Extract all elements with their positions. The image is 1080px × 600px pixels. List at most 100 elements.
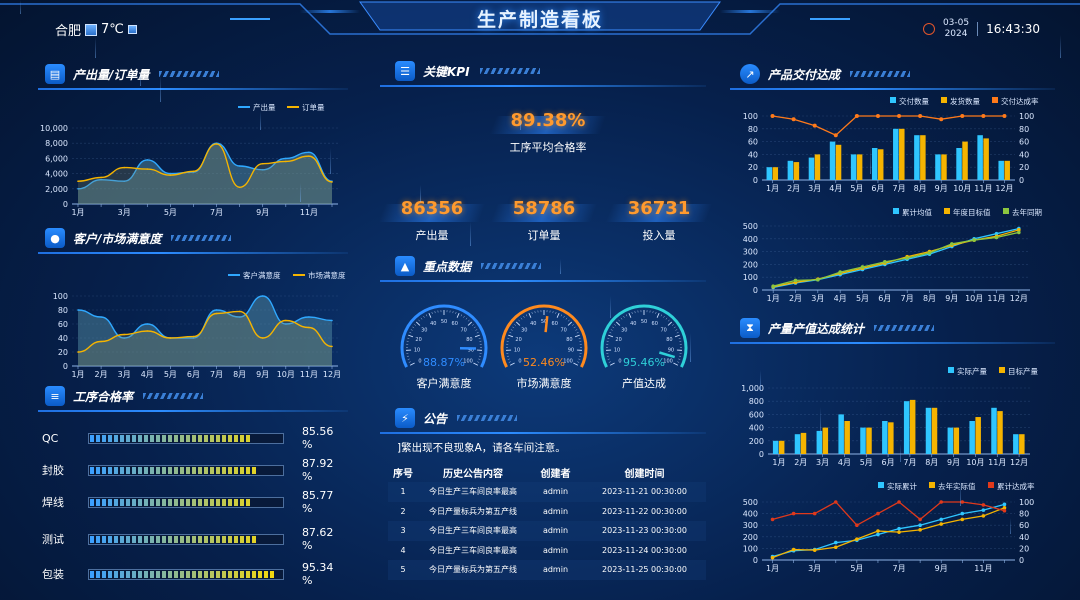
pass-rate-segment [264,499,268,506]
data-point [812,511,817,516]
pass-rate-segment [161,434,166,442]
x-tick-label: 6月 [878,294,891,303]
legend-swatch [893,208,899,214]
data-point [770,555,775,560]
y-tick-label: 100 [743,273,758,282]
y2-tick-label: 40 [1019,150,1029,159]
gauge-tick [473,362,479,366]
y-tick-label: 0 [759,450,764,459]
gauge-tick [475,329,478,331]
pass-rate-segment [263,570,268,578]
rain-streak [560,259,561,274]
y2-tick-label: 20 [1019,544,1029,553]
gauge-tick-label: 40 [630,321,636,327]
data-point [918,114,923,118]
pass-rate-segment [173,535,178,543]
bar [787,160,794,180]
pass-rate-segment [233,535,238,543]
y-tick-label: 40 [748,150,758,159]
pass-rate-segment [245,466,250,474]
chart-icon: ▤ [45,64,65,84]
bar [1004,160,1010,180]
pass-rate-segment [119,535,124,543]
rain-streak [760,370,761,390]
row-index: 2 [400,506,406,516]
table-row[interactable]: 3 今日生产三车间良率最高 admin 2023-11-23 00:30:00 [388,521,706,541]
hourglass-icon: ⧗ [740,318,760,338]
divider [38,88,348,90]
gauge-tick-label: 10 [414,348,420,354]
y-tick-label: 6,000 [45,154,68,163]
data-point [897,114,902,118]
gauge-tick [474,334,480,338]
divider [730,342,1055,344]
x-tick-label: 3月 [118,370,131,379]
y2-tick-label: 60 [1019,138,1029,147]
x-tick-label: 7月 [892,564,905,573]
gauge-tick [472,324,474,326]
bar [977,135,983,180]
pass-rate-segment [173,434,178,442]
gauge-tick [631,311,633,314]
y-tick-label: 400 [749,424,764,433]
y-tick-label: 0 [63,200,68,209]
pass-rate-segment [264,435,268,442]
pass-rate-segment [221,570,226,578]
gauge-tick [610,329,613,331]
pass-rate-segment [95,535,100,543]
x-tick-label: 3月 [808,564,821,573]
bar [893,128,899,180]
data-point [883,260,887,264]
divider [380,280,706,282]
kpi-orders-label: 订单量 [527,229,561,242]
data-point [123,333,125,336]
x-tick-label: 4月 [834,294,847,303]
pass-rate-segment [119,570,124,578]
bar [800,432,807,454]
bar [903,401,910,454]
x-tick-label: 11月 [987,294,1005,303]
x-tick-label: 8月 [923,294,936,303]
data-point [169,337,172,339]
y-tick-label: 200 [743,533,758,542]
table-row[interactable]: 2 今日产量标兵为第五产线 admin 2023-11-22 00:30:00 [388,502,706,522]
bar [794,434,801,454]
divider [380,85,706,87]
pass-rate-segment [203,498,208,506]
gauge-label-market: 市场满意度 [516,377,572,390]
data-point [960,517,965,522]
gauge-tick-label: 60 [452,321,458,327]
x-tick-label: 1月 [772,458,785,467]
pass-rate-segment [125,466,130,474]
bar [935,154,941,180]
x-tick-label: 1月 [71,370,84,379]
gauge-arc [400,304,488,368]
table-row[interactable]: 4 今日生产三车间良率最高 admin 2023-11-24 00:30:00 [388,541,706,561]
pass-rate-segment [203,466,208,474]
rain-streak [420,185,421,202]
data-point [812,548,817,552]
data-point [308,316,310,318]
data-point [100,178,102,181]
pass-rate-segment [113,570,118,578]
row-index: 4 [400,545,406,555]
user-icon: ● [45,228,65,248]
weather-widget: 合肥 7℃ [55,20,137,39]
pass-rate-segment [215,466,220,474]
table-row[interactable]: 1 今日生产三车间良率最高 admin 2023-11-21 00:30:00 [388,482,706,502]
pass-rate-segment [167,570,172,578]
y2-tick-label: 100 [1019,112,1034,121]
table-row[interactable]: 5 今日产量标兵为第五产线 admin 2023-11-25 00:30:00 [388,560,706,580]
temperature: 7℃ [101,22,124,37]
gauge-tick [528,312,532,318]
bar [975,417,981,454]
gauge-tick [412,326,415,329]
pass-rate-segment [137,498,142,506]
pass-rate-segment [252,435,256,442]
y-tick-label: 600 [749,410,764,419]
date: 03-05 2024 [942,18,970,39]
pass-rate-segment [155,498,160,506]
row-creator: admin [528,482,583,502]
pass-rate-segment [113,466,118,474]
data-point [791,547,796,552]
